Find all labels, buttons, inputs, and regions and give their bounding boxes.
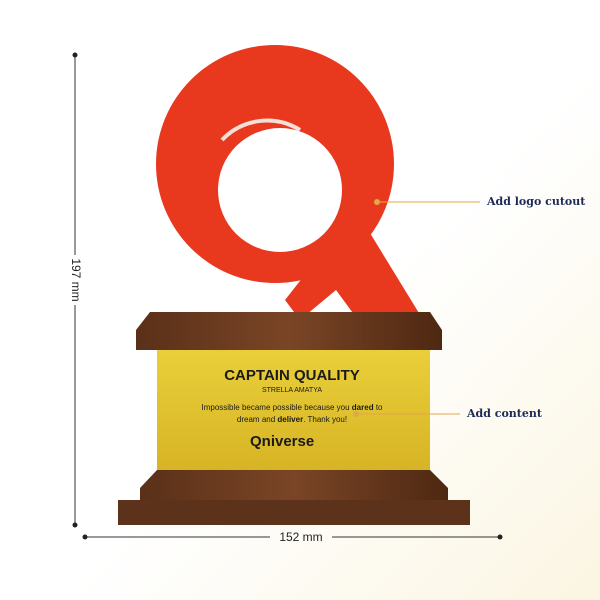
plaque-title: CAPTAIN QUALITY [224, 367, 360, 384]
message-part: Impossible became possible because you [201, 403, 351, 412]
height-dimension: 197 mm [69, 52, 83, 528]
message-part: . Thank you! [303, 415, 347, 424]
height-label: 197 mm [69, 258, 83, 301]
plaque-name: STRELLA AMATYA [262, 387, 322, 394]
message-part: to [374, 403, 383, 412]
wood-base [118, 500, 470, 525]
callout-label: Add logo cutout [486, 195, 586, 208]
plaque-brand: Qniverse [250, 433, 314, 450]
wood-base-top [140, 470, 448, 500]
width-dimension: 152 mm [82, 530, 503, 544]
message-part: deliver [277, 415, 303, 424]
logo-q [156, 45, 422, 320]
plaque [157, 350, 430, 470]
plaque-message: Impossible became possible because you d… [201, 403, 383, 412]
callout-label: Add content [466, 407, 543, 420]
width-label: 152 mm [279, 530, 322, 544]
plaque-message: dream and deliver. Thank you! [237, 415, 347, 424]
message-part: dared [352, 403, 374, 412]
wood-top [136, 312, 442, 350]
message-part: dream and [237, 415, 277, 424]
